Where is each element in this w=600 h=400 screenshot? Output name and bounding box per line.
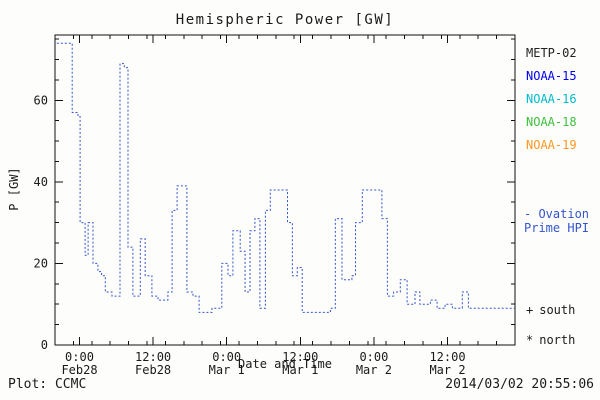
svg-text:0:00: 0:00	[212, 350, 241, 364]
svg-text:0:00: 0:00	[65, 350, 94, 364]
legend-marker-north-label: north	[539, 333, 576, 347]
svg-text:12:00: 12:00	[135, 350, 171, 364]
svg-text:Feb28: Feb28	[61, 363, 97, 377]
svg-text:12:00: 12:00	[429, 350, 465, 364]
legend-item-noaa18: NOAA-18	[526, 115, 577, 129]
legend-marker-north: * north	[526, 333, 575, 347]
legend-ovation-line1: - Ovation	[524, 207, 590, 221]
svg-text:Mar 2: Mar 2	[356, 363, 392, 377]
legend-ovation-line2: Prime HPI	[524, 221, 590, 235]
x-axis-label: Date and Time	[238, 357, 332, 371]
plot-timestamp: 2014/03/02 20:55:06	[445, 377, 594, 392]
plot-source-label: Plot: CCMC	[8, 377, 87, 392]
legend-marker-south: + south	[526, 303, 575, 317]
svg-text:Feb28: Feb28	[135, 363, 171, 377]
svg-text:Mar 1: Mar 1	[209, 363, 245, 377]
plus-marker-icon: +	[526, 303, 534, 317]
legend-item-noaa19: NOAA-19	[526, 138, 577, 152]
legend-marker-south-label: south	[539, 303, 576, 317]
legend-item-noaa15: NOAA-15	[526, 69, 577, 83]
svg-text:0: 0	[41, 338, 48, 352]
svg-text:40: 40	[34, 175, 48, 189]
chart-title: Hemispheric Power [GW]	[175, 12, 395, 28]
y-axis-label: P [GW]	[7, 167, 21, 211]
svg-text:20: 20	[34, 256, 48, 270]
svg-text:Mar 2: Mar 2	[429, 363, 465, 377]
svg-text:60: 60	[34, 93, 48, 107]
svg-text:Mar 1: Mar 1	[282, 363, 318, 377]
legend-item-ovation: - Ovation Prime HPI	[524, 207, 589, 235]
asterisk-marker-icon: *	[526, 333, 534, 347]
svg-text:0:00: 0:00	[359, 350, 388, 364]
legend-item-noaa16: NOAA-16	[526, 92, 577, 106]
legend-item-metp02: METP-02	[526, 46, 577, 60]
svg-text:12:00: 12:00	[282, 350, 318, 364]
